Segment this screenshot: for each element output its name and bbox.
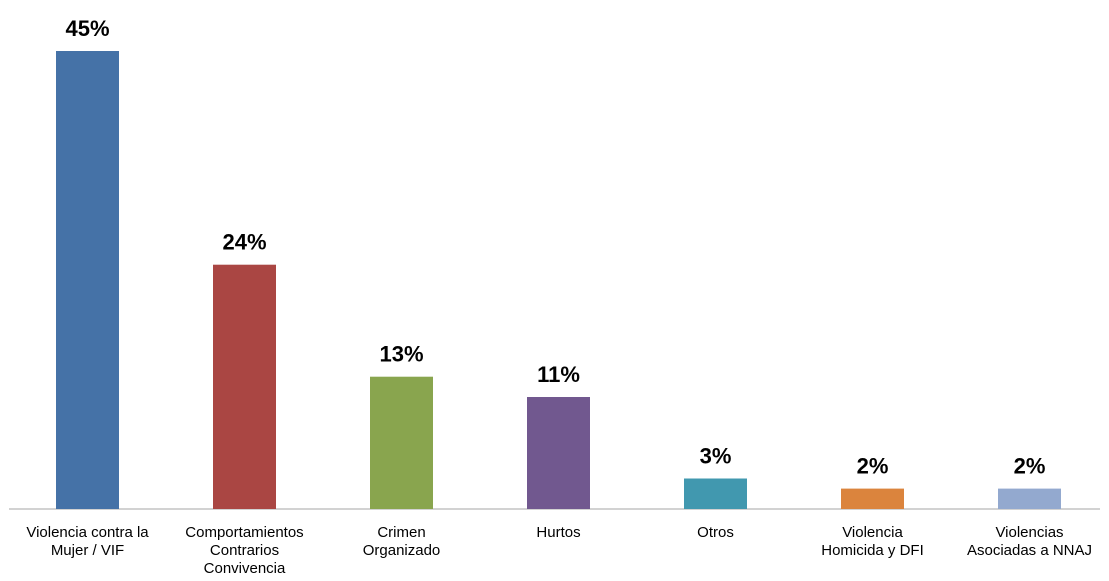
category-label-0: Violencia contra la Mujer / VIF <box>26 524 149 559</box>
category-label-line: Violencias <box>995 524 1063 541</box>
bar-0 <box>56 51 119 509</box>
data-label-2: 13% <box>379 342 423 367</box>
data-label-4: 3% <box>700 444 732 469</box>
category-label-1: Comportamientos Contrarios Convivencia <box>185 524 303 577</box>
bar-6 <box>998 488 1061 509</box>
data-labels-group: 45% 24% 13% 11% 3% 2% 2% <box>65 16 1045 479</box>
bar-4 <box>684 478 747 509</box>
category-label-line: Crimen <box>377 524 425 541</box>
category-label-line: Homicida y DFI <box>821 542 924 559</box>
category-label-line: Convivencia <box>204 560 286 577</box>
category-label-3: Hurtos <box>536 524 580 541</box>
category-label-line: Hurtos <box>536 524 580 541</box>
bars-group <box>56 51 1061 509</box>
bar-3 <box>527 397 590 509</box>
category-label-6: Violencias Asociadas a NNAJ <box>967 524 1092 559</box>
category-label-2: Crimen Organizado <box>363 524 441 559</box>
data-label-1: 24% <box>222 230 266 255</box>
data-label-6: 2% <box>1014 454 1046 479</box>
category-label-line: Otros <box>697 524 734 541</box>
category-label-line: Mujer / VIF <box>51 542 124 559</box>
category-label-5: Violencia Homicida y DFI <box>821 524 924 559</box>
category-label-line: Comportamientos <box>185 524 303 541</box>
category-label-line: Contrarios <box>210 542 279 559</box>
bar-2 <box>370 376 433 509</box>
data-label-5: 2% <box>857 454 889 479</box>
bar-1 <box>213 264 276 509</box>
bar-5 <box>841 488 904 509</box>
category-label-line: Violencia <box>842 524 903 541</box>
data-label-0: 45% <box>65 16 109 41</box>
data-label-3: 11% <box>537 362 580 387</box>
category-label-line: Organizado <box>363 542 441 559</box>
category-label-line: Violencia contra la <box>26 524 149 541</box>
category-labels-group: Violencia contra la Mujer / VIF Comportami… <box>26 524 1092 577</box>
category-label-line: Asociadas a NNAJ <box>967 542 1092 559</box>
category-label-4: Otros <box>697 524 734 541</box>
